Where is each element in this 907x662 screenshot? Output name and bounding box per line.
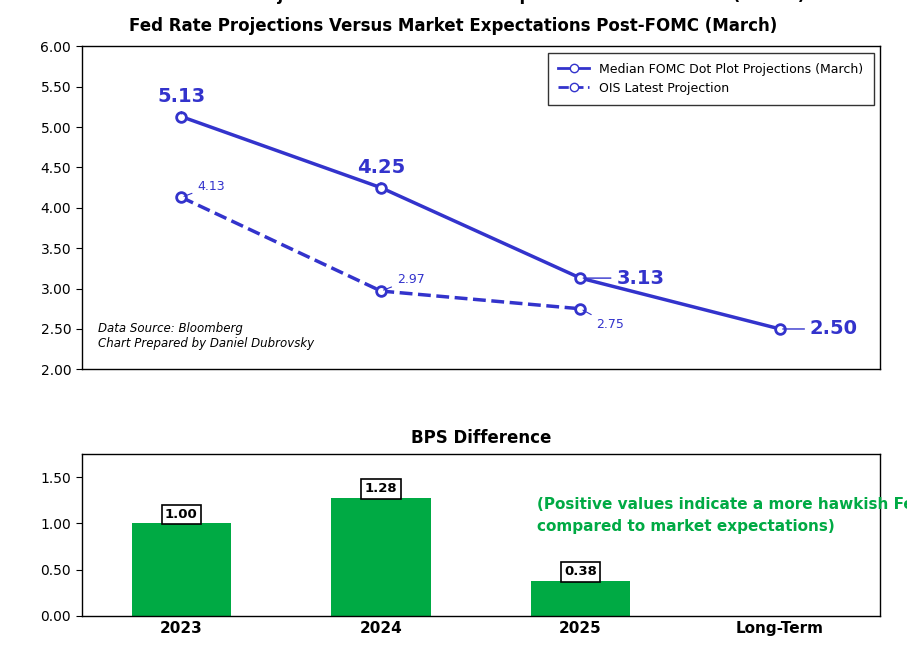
Bar [331, 498, 431, 616]
Text: Fed Rate Projections Versus Market Expectations Post-FOMC (March): Fed Rate Projections Versus Market Expec… [157, 0, 805, 5]
Text: 3.13: 3.13 [583, 269, 665, 287]
Text: Fed Rate Projections Versus Market Expectations Post-FOMC (March): Fed Rate Projections Versus Market Expec… [0, 661, 1, 662]
Text: 2.97: 2.97 [384, 273, 424, 290]
Legend: Median FOMC Dot Plot Projections (March), OIS Latest Projection: Median FOMC Dot Plot Projections (March)… [548, 52, 873, 105]
Text: (Positive values indicate a more hawkish Fed
compared to market expectations): (Positive values indicate a more hawkish… [537, 497, 907, 534]
Text: 4.25: 4.25 [356, 158, 405, 185]
Bar [132, 524, 231, 616]
Title: BPS Difference: BPS Difference [411, 429, 551, 447]
Text: 1.00: 1.00 [165, 508, 198, 521]
Text: 4.13: 4.13 [184, 179, 225, 197]
Bar [531, 581, 630, 616]
Text: 1.28: 1.28 [365, 482, 397, 495]
Text: 2.50: 2.50 [783, 320, 858, 338]
Text: 0.38: 0.38 [564, 565, 597, 579]
Text: 5.13: 5.13 [157, 87, 206, 114]
Text: Data Source: Bloomberg
Chart Prepared by Daniel Dubrovsky: Data Source: Bloomberg Chart Prepared by… [98, 322, 314, 350]
Text: Fed Rate Projections Versus Market Expectations Post-FOMC (March): Fed Rate Projections Versus Market Expec… [130, 17, 777, 34]
Text: 2.75: 2.75 [583, 310, 624, 332]
